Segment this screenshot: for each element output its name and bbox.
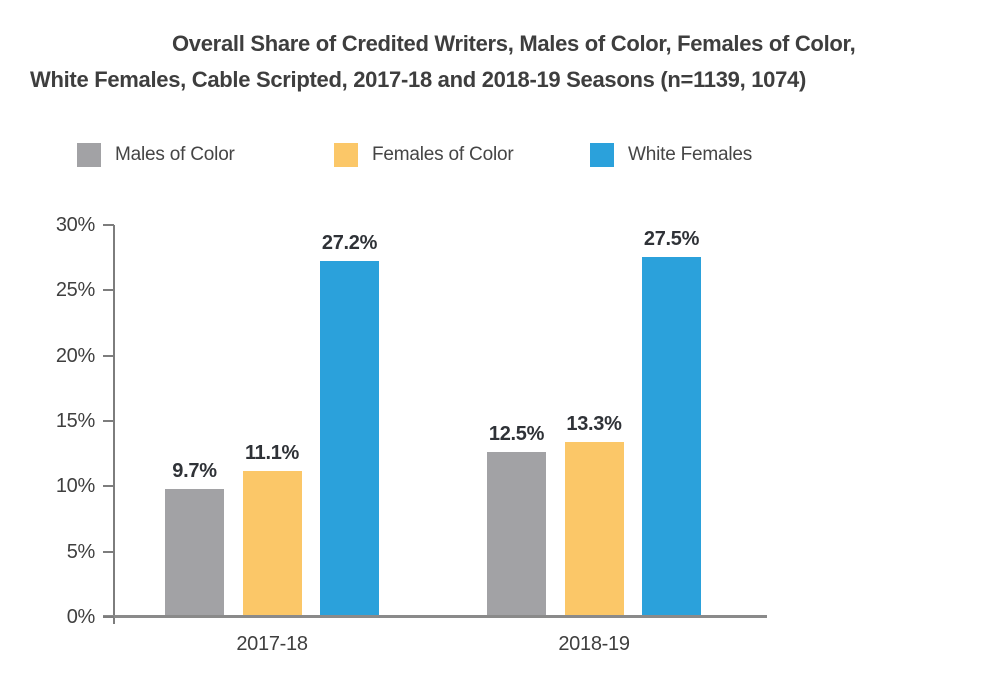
- chart-title: Overall Share of Credited Writers, Males…: [30, 26, 980, 98]
- y-axis-tick-label: 0%: [66, 606, 96, 628]
- y-axis-tick-label: 25%: [55, 279, 95, 302]
- bar-white-females-2017-18: [320, 261, 379, 615]
- legend-label-white-females: White Females: [628, 144, 753, 165]
- legend-swatch-females-of-color: [334, 143, 358, 167]
- y-axis-tick: [103, 550, 114, 553]
- y-axis-tick-label: 30%: [55, 214, 95, 236]
- y-axis-tick-label: 5%: [66, 540, 96, 563]
- bar-white-females-2018-19: [642, 257, 701, 615]
- y-axis-tick-label: 15%: [55, 410, 95, 432]
- y-axis-tick-label: 20%: [55, 344, 95, 367]
- chart-title-line-2: White Females, Cable Scripted, 2017-18 a…: [30, 67, 806, 92]
- bar-value-label: 13.3%: [566, 413, 622, 435]
- legend-item-females-of-color: Females of Color: [334, 143, 514, 167]
- x-axis-category-label: 2017-18: [236, 633, 308, 655]
- legend-item-white-females: White Females: [590, 143, 752, 167]
- x-axis-category-label: 2018-19: [558, 633, 630, 655]
- y-axis-tick: [103, 420, 114, 422]
- y-axis-tick: [103, 224, 114, 226]
- legend-swatch-white-females: [590, 143, 614, 167]
- bar-females-of-color-2018-19: [564, 442, 624, 615]
- bar-value-label: 27.5%: [643, 228, 700, 250]
- y-axis-line: [113, 225, 115, 624]
- bar-males-of-color-2017-18: [165, 489, 224, 615]
- x-axis-line: [103, 615, 767, 618]
- y-axis-tick: [103, 616, 114, 618]
- y-axis-tick: [103, 354, 114, 357]
- chart-title-line-1: Overall Share of Credited Writers, Males…: [172, 31, 856, 56]
- bar-value-label: 11.1%: [244, 442, 300, 464]
- y-axis-tick-label: 10%: [55, 475, 95, 498]
- bar-value-label: 27.2%: [321, 232, 378, 254]
- y-axis-tick: [103, 485, 114, 488]
- bar-females-of-color-2017-18: [242, 471, 302, 615]
- legend-item-males-of-color: Males of Color: [77, 143, 235, 167]
- legend-swatch-males-of-color: [77, 143, 101, 167]
- bar-males-of-color-2018-19: [487, 452, 546, 615]
- legend-label-males-of-color: Males of Color: [115, 144, 235, 165]
- legend-label-females-of-color: Females of Color: [372, 144, 514, 165]
- y-axis-tick: [103, 289, 114, 292]
- bar-value-label: 9.7%: [172, 460, 217, 482]
- bar-value-label: 12.5%: [488, 423, 545, 445]
